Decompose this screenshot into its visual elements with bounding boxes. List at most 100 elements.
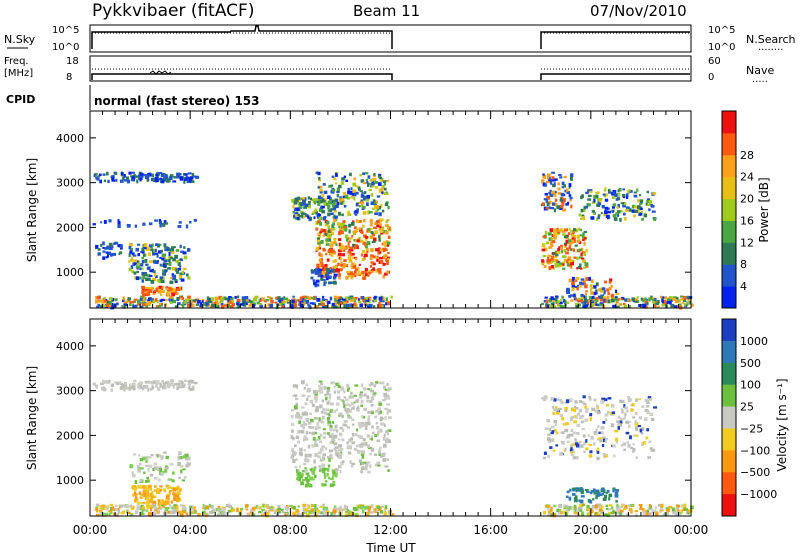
echo-cell: [351, 432, 355, 437]
echo-cell: [625, 513, 630, 516]
x-tick-label: 16:00: [473, 523, 508, 537]
echo-cell: [379, 222, 382, 226]
echo-cell: [553, 228, 557, 232]
echo-cell: [323, 230, 327, 234]
echo-cell: [588, 443, 593, 446]
echo-cell: [379, 256, 384, 260]
echo-cell: [124, 382, 127, 386]
echo-cell: [128, 171, 132, 175]
echo-cell: [565, 512, 569, 516]
echo-cell: [362, 274, 365, 277]
echo-cell: [267, 510, 270, 514]
echo-cell: [375, 256, 378, 259]
echo-cell: [117, 221, 121, 224]
echo-cell: [390, 509, 393, 513]
echo-cell: [379, 178, 383, 182]
echo-cell: [144, 464, 149, 467]
echo-cell: [182, 468, 186, 471]
echo-cell: [612, 509, 615, 514]
echo-cell: [605, 491, 608, 494]
echo-cell: [157, 289, 162, 293]
echo-cell: [314, 396, 318, 401]
echo-cell: [93, 173, 98, 176]
echo-cell: [153, 511, 156, 515]
echo-cell: [557, 229, 561, 232]
echo-cell: [583, 205, 586, 210]
echo-cell: [343, 304, 346, 309]
echo-cell: [600, 509, 604, 512]
echo-cell: [379, 411, 382, 415]
echo-cell: [306, 389, 311, 393]
echo-cell: [339, 246, 342, 250]
echo-cell: [377, 411, 380, 415]
echo-cell: [160, 504, 164, 507]
echo-cell: [179, 244, 182, 249]
echo-cell: [323, 233, 327, 237]
echo-cell: [542, 243, 546, 246]
echo-cell: [205, 301, 210, 306]
echo-cell: [150, 280, 155, 284]
echo-cell: [162, 451, 167, 454]
echo-cell: [94, 384, 99, 387]
echo-cell: [554, 178, 558, 181]
echo-cell: [136, 465, 140, 469]
colorbar-segment: [722, 220, 736, 243]
echo-cell: [366, 194, 370, 199]
echo-cell: [302, 479, 306, 482]
echo-cell: [199, 304, 202, 308]
echo-cell: [585, 290, 588, 293]
echo-cell: [322, 295, 325, 299]
echo-cell: [232, 508, 236, 512]
echo-cell: [559, 207, 563, 210]
colorbar-tick-label: 24: [740, 171, 754, 184]
echo-cell: [163, 259, 168, 263]
echo-cell: [550, 257, 554, 262]
echo-cell: [383, 180, 387, 184]
echo-cell: [367, 444, 371, 448]
echo-cell: [381, 399, 386, 402]
echo-cell: [625, 431, 630, 435]
echo-cell: [638, 304, 641, 307]
echo-cell: [385, 297, 388, 302]
echo-cell: [561, 181, 565, 186]
echo-cell: [133, 298, 138, 301]
echo-cell: [161, 290, 165, 293]
echo-cell: [275, 305, 279, 310]
echo-cell: [172, 492, 175, 496]
echo-cell: [582, 259, 586, 262]
echo-cell: [555, 202, 558, 207]
echo-cell: [317, 186, 320, 189]
echo-cell: [634, 299, 638, 303]
echo-cell: [320, 257, 323, 262]
echo-cell: [550, 193, 554, 197]
echo-cell: [316, 263, 320, 268]
echo-cell: [144, 384, 149, 389]
echo-cell: [174, 289, 178, 292]
echo-cell: [136, 262, 141, 266]
echo-cell: [356, 245, 359, 250]
echo-cell: [678, 512, 682, 515]
echo-cell: [323, 249, 327, 252]
echo-cell: [551, 240, 556, 244]
echo-cell: [364, 424, 368, 428]
echo-cell: [629, 435, 632, 440]
echo-cell: [295, 397, 299, 400]
echo-cell: [607, 291, 610, 296]
echo-cell: [138, 454, 141, 457]
echo-cell: [278, 511, 281, 514]
echo-cell: [587, 301, 589, 306]
echo-cell: [549, 261, 553, 265]
echo-cell: [145, 488, 148, 492]
echo-cell: [203, 302, 207, 306]
echo-cell: [640, 207, 643, 210]
echo-cell: [148, 222, 153, 226]
echo-cell: [330, 228, 333, 232]
echo-cell: [570, 446, 573, 450]
echo-cell: [327, 416, 330, 421]
echo-cell: [664, 512, 667, 516]
echo-cell: [145, 303, 149, 306]
echo-cell: [123, 301, 128, 305]
echo-cell: [351, 192, 356, 197]
echo-cell: [349, 444, 352, 447]
echo-cell: [588, 295, 592, 300]
